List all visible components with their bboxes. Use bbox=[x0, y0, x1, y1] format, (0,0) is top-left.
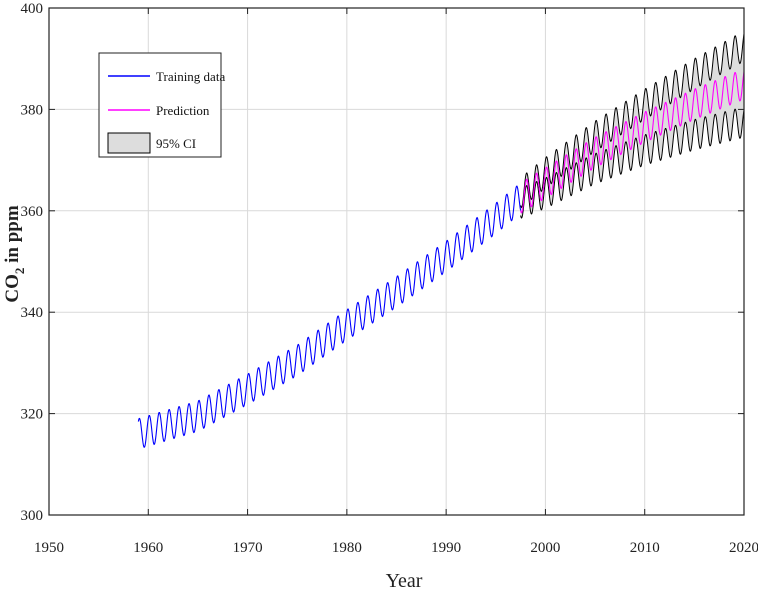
y-tick-label: 300 bbox=[21, 508, 44, 524]
legend-swatch-ci bbox=[107, 132, 151, 154]
x-tick-label: 1990 bbox=[431, 540, 461, 556]
y-tick-label: 340 bbox=[21, 305, 44, 321]
x-tick-label: 1950 bbox=[34, 540, 64, 556]
ticks: 1950 1960 1970 1980 1990 2000 2010 2020 300 320 34… bbox=[21, 1, 758, 556]
y-tick-label: 400 bbox=[21, 1, 44, 17]
y-axis-label-rest: in ppm bbox=[2, 205, 23, 267]
svg-text:CO2 in ppm: CO2 in ppm bbox=[2, 205, 27, 302]
training-data-line bbox=[137, 185, 522, 449]
y-axis-label-subscript: 2 bbox=[12, 268, 27, 275]
y-axis-label-main: CO bbox=[2, 274, 23, 303]
x-tick-label: 2020 bbox=[729, 540, 758, 556]
ci-band bbox=[520, 33, 745, 219]
x-tick-label: 2000 bbox=[530, 540, 560, 556]
x-tick-label: 1960 bbox=[133, 540, 163, 556]
prediction-line bbox=[520, 71, 745, 214]
ci-band-fill bbox=[520, 33, 744, 218]
y-tick-label: 380 bbox=[21, 102, 44, 118]
axes-box bbox=[48, 7, 745, 516]
legend-label-ci: 95% CI bbox=[156, 136, 196, 151]
ci-lower-line bbox=[520, 108, 745, 219]
x-tick-label: 1980 bbox=[332, 540, 362, 556]
y-tick-label: 360 bbox=[21, 204, 44, 220]
x-tick-label: 2010 bbox=[630, 540, 660, 556]
x-tick-label: 1970 bbox=[233, 540, 263, 556]
x-axis-label: Year bbox=[386, 570, 423, 592]
legend: Training data Prediction 95% CI bbox=[98, 52, 225, 158]
ci-upper-line bbox=[520, 33, 745, 209]
legend-label-prediction: Prediction bbox=[156, 103, 210, 118]
legend-label-training: Training data bbox=[156, 69, 225, 84]
y-tick-label: 320 bbox=[21, 407, 44, 423]
y-axis-label: CO2 in ppm bbox=[2, 205, 27, 302]
series-lines bbox=[137, 71, 745, 449]
